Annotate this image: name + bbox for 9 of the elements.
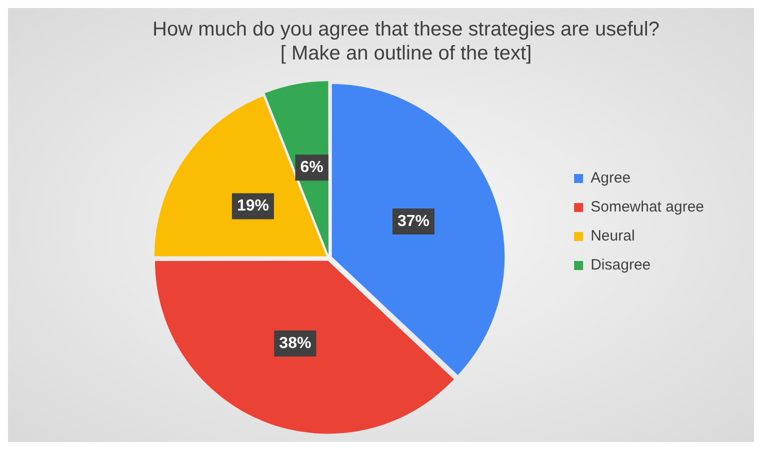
- legend-label: Agree: [590, 170, 631, 187]
- chart-title: How much do you agree that these strategies are useful? [ Make an outline of the text]: [152, 18, 660, 65]
- data-label: 37%: [397, 212, 430, 230]
- data-label: 19%: [236, 198, 269, 215]
- legend-label: Disagree: [590, 256, 651, 274]
- legend-label: Somewhat agree: [590, 198, 704, 216]
- data-label: 38%: [279, 334, 312, 352]
- data-label: 6%: [300, 159, 324, 176]
- legend-label: Neural: [590, 228, 635, 245]
